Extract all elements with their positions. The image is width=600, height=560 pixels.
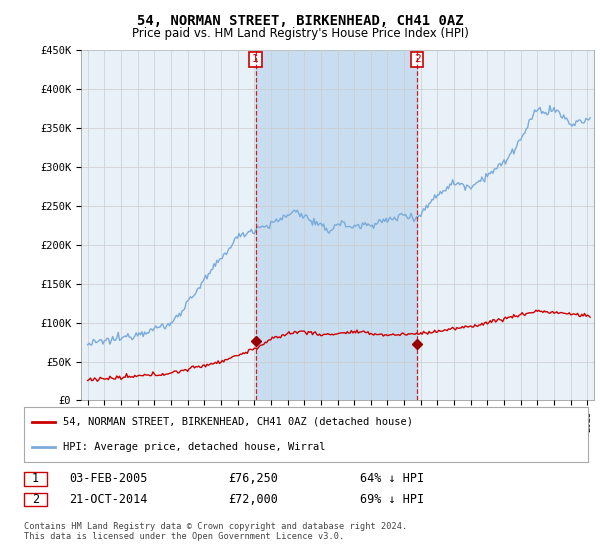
Text: 64% ↓ HPI: 64% ↓ HPI [360, 472, 424, 486]
Text: 2: 2 [414, 54, 421, 64]
Text: £72,000: £72,000 [228, 493, 278, 506]
Text: 21-OCT-2014: 21-OCT-2014 [69, 493, 148, 506]
Text: HPI: Average price, detached house, Wirral: HPI: Average price, detached house, Wirr… [64, 442, 326, 452]
Text: 69% ↓ HPI: 69% ↓ HPI [360, 493, 424, 506]
Text: 54, NORMAN STREET, BIRKENHEAD, CH41 0AZ (detached house): 54, NORMAN STREET, BIRKENHEAD, CH41 0AZ … [64, 417, 413, 427]
Text: Contains HM Land Registry data © Crown copyright and database right 2024.
This d: Contains HM Land Registry data © Crown c… [24, 522, 407, 542]
Text: 54, NORMAN STREET, BIRKENHEAD, CH41 0AZ: 54, NORMAN STREET, BIRKENHEAD, CH41 0AZ [137, 14, 463, 28]
Bar [256, 50, 417, 400]
Text: 1: 1 [252, 54, 259, 64]
Text: 1: 1 [32, 472, 39, 486]
Text: Price paid vs. HM Land Registry's House Price Index (HPI): Price paid vs. HM Land Registry's House … [131, 27, 469, 40]
Text: 03-FEB-2005: 03-FEB-2005 [69, 472, 148, 486]
Text: £76,250: £76,250 [228, 472, 278, 486]
Text: 2: 2 [32, 493, 39, 506]
